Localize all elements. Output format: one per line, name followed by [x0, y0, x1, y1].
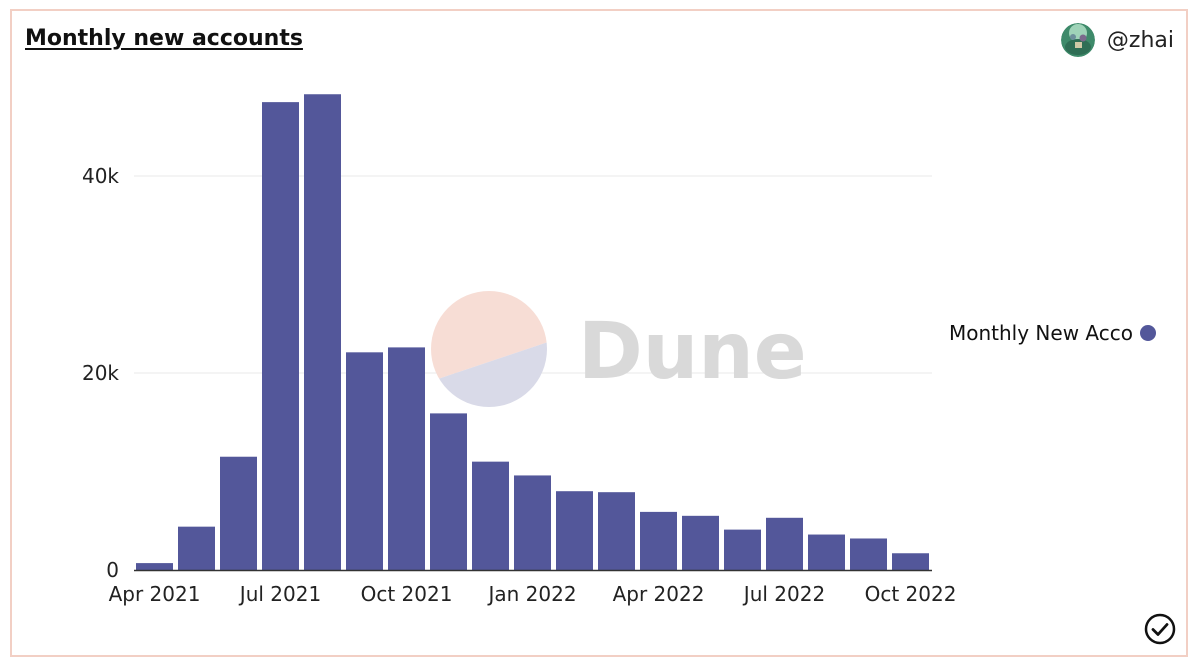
username: @zhai [1106, 27, 1174, 53]
user-badge[interactable]: @zhai [1060, 23, 1174, 57]
x-tick-label: Jan 2022 [486, 582, 576, 606]
bar [262, 102, 299, 570]
x-tick-label: Oct 2021 [361, 582, 453, 606]
bar [850, 538, 887, 570]
bar [220, 456, 257, 570]
bar [472, 461, 509, 570]
x-tick-label: Oct 2022 [865, 582, 957, 606]
chart-title[interactable]: Monthly new accounts [25, 26, 303, 51]
legend-label: Monthly New Accounts [949, 321, 1132, 345]
bar [892, 553, 929, 570]
bar [640, 511, 677, 570]
bar [388, 347, 425, 570]
watermark-text: Dune [578, 307, 807, 397]
legend-dot-icon [1140, 325, 1156, 341]
x-tick-label: Apr 2022 [613, 582, 705, 606]
bar [346, 352, 383, 570]
check-circle-icon[interactable] [1144, 613, 1176, 645]
bar [724, 529, 761, 570]
bar [808, 534, 845, 570]
bar [598, 492, 635, 570]
bar [556, 491, 593, 570]
y-tick-label: 20k [82, 361, 119, 385]
y-tick-label: 40k [82, 164, 119, 188]
legend[interactable]: Monthly New Accounts [949, 321, 1156, 345]
bar [766, 517, 803, 570]
bar [304, 94, 341, 571]
bar [514, 475, 551, 570]
x-tick-label: Apr 2021 [109, 582, 201, 606]
bar [430, 413, 467, 570]
avatar[interactable] [1060, 23, 1095, 57]
bar [178, 526, 215, 570]
x-tick-label: Jul 2022 [742, 582, 825, 606]
x-tick-label: Jul 2021 [238, 582, 321, 606]
bar [682, 515, 719, 570]
y-tick-label: 0 [106, 558, 119, 582]
bar [136, 563, 173, 570]
